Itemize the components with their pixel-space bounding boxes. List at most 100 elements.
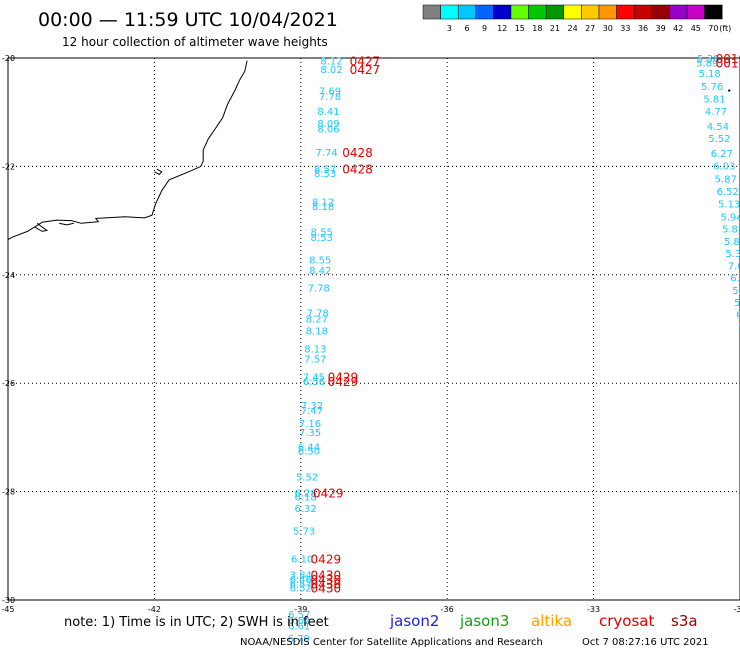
wave-height-value: 5.83 <box>722 225 740 236</box>
legend-swatch <box>457 4 477 20</box>
longitude-tick-label: -30 <box>733 605 740 614</box>
wave-height-value: 5.89 <box>696 58 718 69</box>
wave-height-value: 6.27 <box>711 149 733 160</box>
pass-time-label: 0429 <box>313 487 344 501</box>
wave-height-value: 6.50 <box>298 446 320 457</box>
longitude-tick-label: -33 <box>587 605 600 614</box>
wave-height-value: 8.06 <box>317 124 339 135</box>
legend-swatch <box>581 4 600 20</box>
wave-height-value: 5.6 <box>732 286 740 297</box>
wave-height-value: 6.61 <box>288 621 310 632</box>
wave-height-value: 8.18 <box>312 202 334 213</box>
wave-height-value: 8.53 <box>311 233 333 244</box>
legend-swatch <box>422 4 441 20</box>
wave-height-value: 5 <box>738 322 740 333</box>
pass-time-label: 0430 <box>311 582 342 596</box>
wave-height-value: 6.57 <box>288 610 310 621</box>
longitude-tick-label: -45 <box>1 605 14 614</box>
pass-time-label: 0429 <box>328 371 359 385</box>
legend-swatch <box>563 4 582 20</box>
wave-height-value: 5.38 <box>697 54 719 65</box>
wave-height-value: 5. <box>734 298 740 309</box>
island-outline <box>154 168 163 176</box>
wave-height-value: 8.57 <box>314 165 336 176</box>
wave-height-value: 5.13 <box>718 199 740 210</box>
header-subtitle: 12 hour collection of altimeter wave hei… <box>62 35 328 49</box>
satellite-legend-s3a: s3a <box>671 612 698 630</box>
wave-height-value: 6.03 <box>713 161 735 172</box>
legend-bin-label: 42 <box>673 24 683 33</box>
satellite-legend-jason3: jason3 <box>459 612 509 630</box>
wave-height-value: 5.52 <box>296 472 318 483</box>
latitude-tick-label: -24 <box>2 271 15 280</box>
legend-bin-label: 3 <box>447 24 452 33</box>
footer-timestamp: Oct 7 08:27:16 UTC 2021 <box>582 637 709 648</box>
wave-height-value: 7.16 <box>299 419 321 430</box>
wave-height-value: 8.12 <box>320 57 342 68</box>
wave-height-value: 6.32 <box>294 504 316 515</box>
longitude-tick-label: -42 <box>148 605 161 614</box>
altimeter-track-east: 5.385.895.185.765.814.774.545.526.276.03… <box>696 52 740 333</box>
longitude-tick-label: -36 <box>441 605 454 614</box>
latitude-tick-label: -20 <box>2 54 15 63</box>
legend-bin-label: 36 <box>638 24 648 33</box>
wave-height-value: 4.77 <box>705 107 727 118</box>
longitude-tick-label: -39 <box>294 605 307 614</box>
wave-height-value: 6.46 <box>290 575 312 586</box>
wave-height-value: 7.74 <box>315 148 337 159</box>
location-marker <box>728 89 731 92</box>
wave-height-value: 6 <box>736 310 740 321</box>
satellite-legend: jason2 jason3 altika cryosat s3a <box>389 612 698 630</box>
wave-height-value: 5.83 <box>724 237 740 248</box>
legend-bin-label: 33 <box>620 24 630 33</box>
legend-bin-label: 9 <box>482 24 487 33</box>
altimeter-track-west: 8.128.027.697.788.418.098.067.748.578.53… <box>288 55 381 645</box>
wave-height-value: 7.47 <box>301 406 323 417</box>
legend-swatch <box>651 4 670 20</box>
legend-bin-label: 70 <box>708 24 718 33</box>
legend-swatch <box>669 4 688 20</box>
wave-height-value: 6.44 <box>298 443 320 454</box>
wave-height-color-scale: 3 6 9 12 15 18 21 24 27 30 33 36 39 42 45 70 (ft) <box>422 4 731 33</box>
legend-unit-label: (ft) <box>719 24 731 33</box>
wave-height-value: 5.76 <box>701 82 723 93</box>
wave-height-value: 5.18 <box>699 69 721 80</box>
wave-height-value: 8.27 <box>306 315 328 326</box>
legend-swatch <box>704 4 723 20</box>
legend-bin-label: 21 <box>550 24 560 33</box>
wave-height-value: 5.38 <box>725 249 740 260</box>
legend-bin-label: 39 <box>656 24 666 33</box>
pass-time-label: 0427 <box>350 55 381 69</box>
wave-height-value: 8.42 <box>309 266 331 277</box>
latitude-tick-label: -22 <box>2 162 15 171</box>
legend-bin-label: 27 <box>585 24 595 33</box>
wave-height-value: 6.52 <box>290 584 312 595</box>
latitude-tick-label: -30 <box>2 596 15 605</box>
wave-height-value: 7.45 <box>303 373 325 384</box>
footer-note: note: 1) Time is in UTC; 2) SWH is in fe… <box>64 615 329 630</box>
legend-swatch <box>475 4 494 20</box>
legend-swatch <box>545 4 565 20</box>
wave-height-value: 6.56 <box>303 377 325 388</box>
satellite-legend-jason2: jason2 <box>389 612 439 630</box>
pass-time-label: 0430 <box>311 569 342 583</box>
wave-height-value: 8.12 <box>312 198 334 209</box>
wave-height-value: 5.73 <box>293 527 315 538</box>
header-title: 00:00 — 11:59 UTC 10/04/2021 <box>38 9 338 31</box>
coastline <box>7 60 248 241</box>
wave-height-value: 7.69 <box>319 87 341 98</box>
pass-time-label: 0427 <box>350 63 381 77</box>
wave-height-value: 6.79 <box>288 634 310 645</box>
wave-height-value: 8.55 <box>311 227 333 238</box>
wave-height-value: 7.78 <box>308 283 330 294</box>
wave-height-value: 8.09 <box>317 119 339 130</box>
wave-height-value: 8.53 <box>314 169 336 180</box>
legend-bin-label: 15 <box>515 24 525 33</box>
legend-bin-label: 30 <box>603 24 613 33</box>
wave-height-value: 6.28 <box>294 489 316 500</box>
wave-height-value: 6.52 <box>717 187 739 198</box>
wave-height-value: 8.02 <box>320 65 342 76</box>
wave-height-value: 5.94 <box>720 212 740 223</box>
wave-height-value: 6.10 <box>291 554 313 565</box>
footer-credit: NOAA/NESDIS Center for Satellite Applica… <box>240 637 543 648</box>
